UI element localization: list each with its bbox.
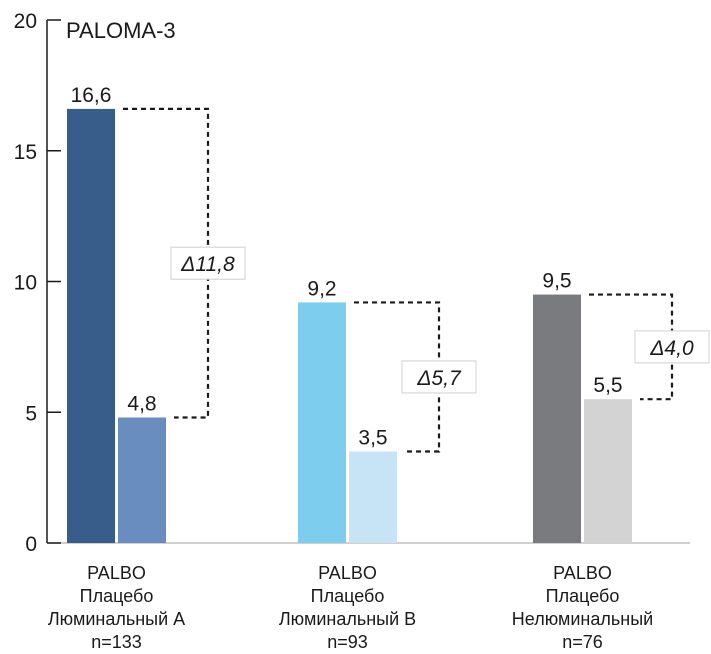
category-label-line: PALBO [87, 563, 146, 583]
category-label-line: PALBO [318, 563, 377, 583]
delta-label-box [634, 330, 710, 364]
bar [349, 451, 397, 543]
bar [298, 302, 346, 543]
delta-brackets: Δ11,8 Δ5,7 Δ4,0 [123, 107, 710, 453]
bar-value-label: 16,6 [71, 84, 112, 107]
bar-value-label: 3,5 [358, 426, 387, 449]
bar [67, 108, 115, 543]
y-tick-label: 15 [14, 141, 37, 164]
category-label-line: n=133 [91, 632, 142, 652]
bar [118, 417, 166, 543]
category-label-line: Плацебо [546, 586, 620, 606]
bars: 16,6 4,8 9,2 3,5 9,5 5,5 [67, 84, 632, 543]
category-label-line: PALBO [553, 563, 612, 583]
bar [584, 399, 632, 543]
category-label-line: n=93 [327, 632, 368, 652]
bar-value-label: 9,5 [542, 270, 571, 293]
delta-label-box [170, 246, 246, 280]
bar-value-label: 4,8 [127, 392, 156, 415]
category-label-line: Люминальный А [48, 609, 185, 629]
category-label-line: Нелюминальный [512, 609, 653, 629]
delta-label: Δ4,0 [649, 337, 694, 360]
bar-value-label: 5,5 [593, 374, 622, 397]
delta-label-box [401, 360, 477, 394]
bar [533, 294, 581, 543]
y-tick-label: 20 [14, 10, 37, 33]
category-labels: PALBO Плацебо Люминальный А n=133 PALBO Плаце… [48, 563, 653, 652]
y-tick-label: 10 [14, 272, 37, 295]
chart-title: PALOMA-3 [66, 18, 176, 43]
delta-label: Δ5,7 [416, 367, 462, 390]
bar-value-label: 9,2 [307, 277, 336, 300]
delta-label: Δ11,8 [180, 253, 235, 276]
category-label-line: Плацебо [311, 586, 385, 606]
y-tick-label: 5 [25, 402, 37, 425]
category-label-line: Люминальный В [279, 609, 416, 629]
category-label-line: n=76 [562, 632, 603, 652]
category-label-line: Плацебо [80, 586, 154, 606]
y-tick-label: 0 [25, 533, 37, 556]
